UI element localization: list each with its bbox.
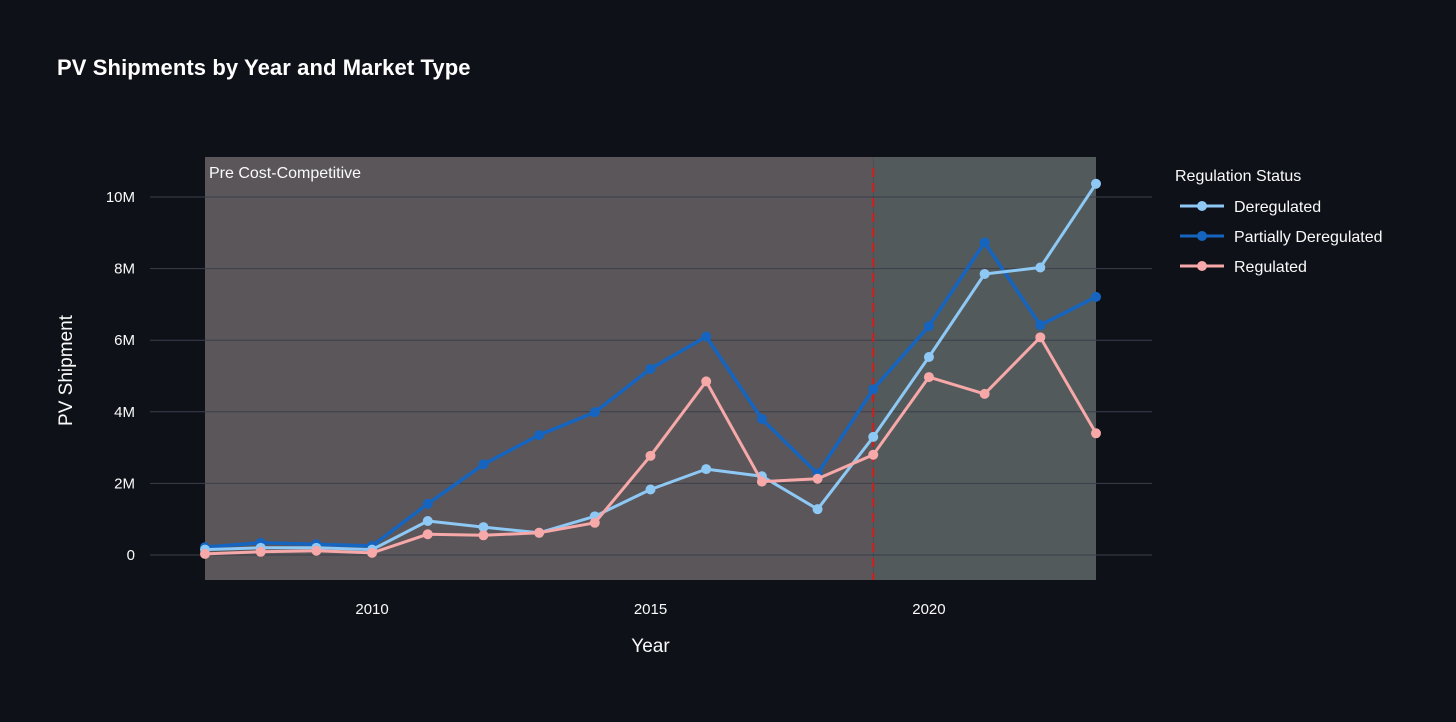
data-point[interactable] — [701, 331, 712, 342]
ticks-layer: 0 2M 4M 6M 8M 10M 2010 2015 2020 — [106, 189, 946, 618]
data-point[interactable] — [979, 388, 990, 399]
data-point[interactable] — [1035, 320, 1046, 331]
data-point[interactable] — [923, 321, 934, 332]
data-point[interactable] — [812, 504, 823, 515]
data-point[interactable] — [589, 517, 600, 528]
data-point[interactable] — [311, 545, 322, 556]
data-point[interactable] — [422, 515, 433, 526]
data-point[interactable] — [478, 522, 489, 533]
chart-title: PV Shipments by Year and Market Type — [57, 55, 471, 80]
legend-label: Regulated — [1234, 259, 1307, 276]
legend-swatch-marker — [1197, 261, 1207, 271]
data-point[interactable] — [422, 529, 433, 540]
y-tick-label-0: 0 — [127, 547, 135, 564]
y-axis-title: PV Shipment — [56, 314, 77, 426]
data-point[interactable] — [255, 546, 266, 557]
data-point[interactable] — [756, 413, 767, 424]
legend-item-regulated[interactable]: Regulated — [1180, 259, 1307, 276]
data-point[interactable] — [478, 530, 489, 541]
data-point[interactable] — [701, 376, 712, 387]
legend-label: Partially Deregulated — [1234, 229, 1383, 246]
region-0 — [205, 157, 874, 580]
data-point[interactable] — [589, 407, 600, 418]
data-point[interactable] — [534, 430, 545, 441]
grid-layer — [150, 196, 1152, 556]
data-point[interactable] — [422, 498, 433, 509]
x-tick-label-0: 2010 — [355, 601, 388, 618]
data-point[interactable] — [200, 548, 210, 559]
data-point[interactable] — [534, 527, 545, 538]
series-layer — [200, 178, 1101, 559]
y-tick-label-3: 6M — [114, 332, 135, 349]
data-point[interactable] — [645, 363, 656, 374]
data-point[interactable] — [923, 372, 934, 383]
data-point[interactable] — [1091, 428, 1101, 439]
data-point[interactable] — [812, 473, 823, 484]
data-point[interactable] — [756, 476, 767, 487]
data-point[interactable] — [367, 547, 378, 558]
data-point[interactable] — [645, 450, 656, 461]
data-point[interactable] — [868, 431, 879, 442]
y-tick-label-1: 2M — [114, 475, 135, 492]
data-point[interactable] — [645, 484, 656, 495]
y-tick-label-5: 10M — [106, 189, 135, 206]
y-tick-label-4: 8M — [114, 261, 135, 278]
x-tick-label-2: 2020 — [912, 601, 945, 618]
legend-item-deregulated[interactable]: Deregulated — [1180, 199, 1321, 216]
x-tick-label-1: 2015 — [634, 601, 667, 618]
data-point[interactable] — [1091, 291, 1101, 302]
data-point[interactable] — [478, 459, 489, 470]
series-regulated — [200, 332, 1101, 559]
data-point[interactable] — [701, 464, 712, 475]
legend-swatch-marker — [1197, 201, 1207, 211]
data-point[interactable] — [1035, 332, 1046, 343]
x-axis-title: Year — [631, 636, 670, 657]
legend-title: Regulation Status — [1175, 168, 1301, 185]
legend-label: Deregulated — [1234, 199, 1321, 216]
region-1 — [873, 157, 1096, 580]
data-point[interactable] — [923, 352, 934, 363]
region-label-0: Pre Cost-Competitive — [209, 165, 361, 182]
legend-swatch-marker — [1197, 231, 1207, 241]
y-tick-label-2: 4M — [114, 404, 135, 421]
data-point[interactable] — [1035, 262, 1046, 273]
data-point[interactable] — [1091, 178, 1101, 189]
legend[interactable]: Regulation Status Deregulated Partially De… — [1175, 168, 1383, 276]
data-point[interactable] — [868, 449, 879, 460]
data-point[interactable] — [979, 237, 990, 248]
legend-item-partially-deregulated[interactable]: Partially Deregulated — [1180, 229, 1383, 246]
data-point[interactable] — [979, 268, 990, 279]
data-point[interactable] — [868, 384, 879, 395]
